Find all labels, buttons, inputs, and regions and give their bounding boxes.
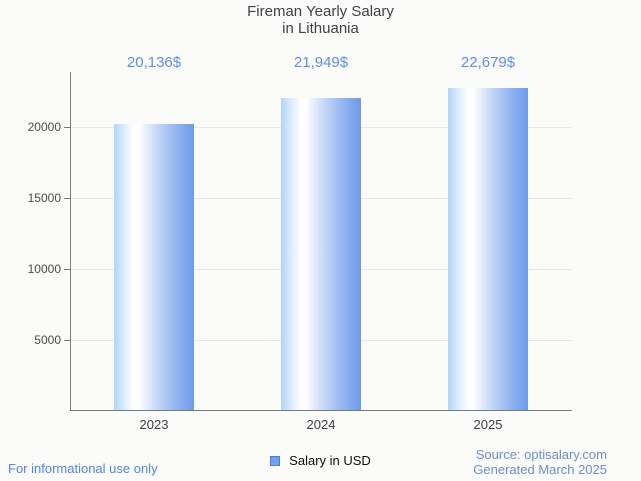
- source-link[interactable]: Source: optisalary.com: [475, 447, 607, 462]
- generated-date: Generated March 2025: [473, 462, 607, 477]
- legend: Salary in USD: [0, 453, 641, 468]
- plot-area: 5000 10000 15000 20000: [28, 72, 572, 411]
- bar-fill-2023: [114, 124, 194, 410]
- x-axis-label-2024: 2024: [306, 417, 336, 432]
- bar-fill-2025: [448, 87, 528, 410]
- x-axis-label-2025: 2025: [473, 417, 503, 432]
- chart-title-line-2: in Lithuania: [282, 20, 359, 37]
- x-axis-label-2023: 2023: [139, 417, 169, 432]
- y-axis-tick: [64, 127, 70, 128]
- y-axis-label-15000: 15000: [27, 191, 61, 205]
- chart-title-line-1: Fireman Yearly Salary: [247, 3, 394, 20]
- bar-value-label-2024: 21,949$: [293, 54, 349, 71]
- legend-label: Salary in USD: [289, 453, 371, 468]
- bar-value-label-2025: 22,679$: [460, 54, 516, 71]
- y-axis-line: [70, 72, 71, 411]
- bar-fill-2024: [281, 98, 361, 410]
- y-axis-tick: [64, 198, 70, 199]
- disclaimer-note: For informational use only: [8, 461, 158, 476]
- y-axis-label-5000: 5000: [34, 333, 61, 347]
- y-axis-tick: [64, 340, 70, 341]
- x-axis-line: [70, 410, 572, 411]
- source-attribution: Source: optisalary.com Generated March 2…: [473, 447, 607, 477]
- legend-swatch-icon: [270, 455, 281, 466]
- chart-title: Fireman Yearly Salary in Lithuania: [0, 3, 641, 37]
- y-axis-label-10000: 10000: [27, 262, 61, 276]
- y-axis-tick: [64, 269, 70, 270]
- bar-value-label-2023: 20,136$: [126, 54, 182, 71]
- y-axis-label-20000: 20000: [27, 120, 61, 134]
